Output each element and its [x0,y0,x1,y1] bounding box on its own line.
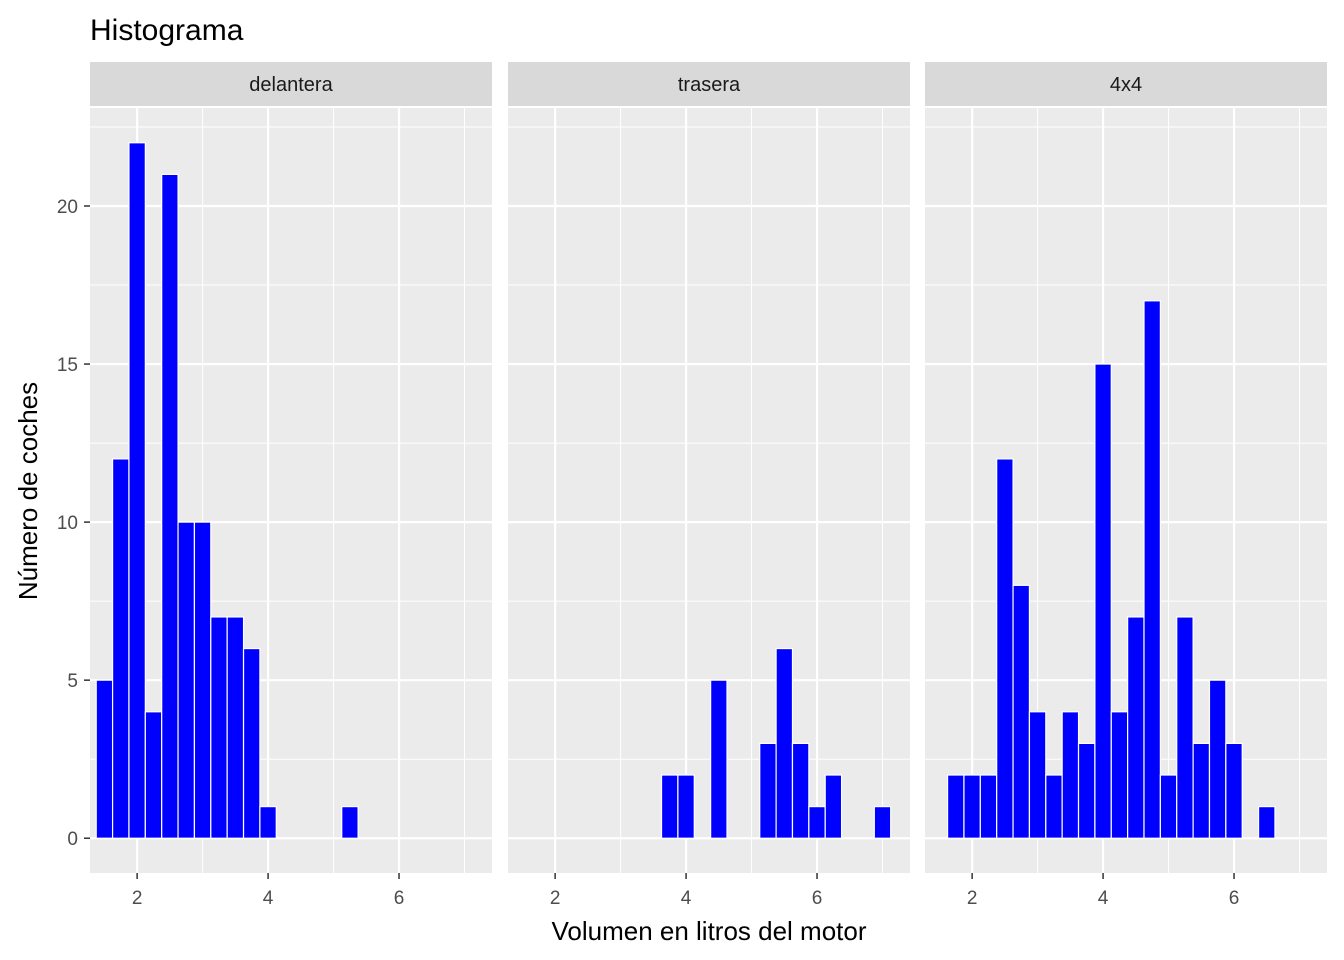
histogram-bar [177,521,196,839]
histogram-bar [1077,742,1096,839]
histogram-bar [1012,584,1031,839]
histogram-bar [996,458,1014,839]
x-tick-label: 4 [1098,888,1109,909]
histogram-bar [808,806,826,839]
histogram-bar [111,458,130,839]
histogram-bar [226,616,245,839]
histogram-bar [791,742,810,839]
histogram-bar [660,774,679,839]
facet-panel-trasera: trasera 2 4 6 [508,62,910,909]
histogram-bar [242,647,261,839]
facet-panel-delantera: delantera 2 4 6 [90,62,492,909]
x-tick-label: 6 [1229,888,1240,909]
y-axis-title: Número de coches [13,382,43,600]
histogram-bar [946,774,965,839]
histogram-bar [1143,300,1161,839]
x-tick-label: 4 [681,888,692,909]
bars [660,647,892,839]
x-tick-label: 2 [550,888,561,909]
histogram-bar [1208,679,1227,839]
histogram-bar [1127,616,1145,839]
histogram-bar [1159,774,1178,839]
histogram-bar [1061,711,1080,839]
histogram-bar [873,806,892,839]
bars [95,142,359,839]
histogram-bar [193,521,212,839]
histogram-bar [210,616,228,839]
histogram-bar [161,173,179,839]
y-axis: 0 5 10 15 20 [57,197,90,850]
histogram-bar [1045,774,1063,839]
facet-strip [90,62,492,106]
histogram-bar [128,142,146,839]
histogram-bar [1110,711,1129,839]
histogram-bar [1094,363,1112,839]
histogram-bar [1192,742,1211,839]
histogram-bar [775,647,794,839]
histogram-bar [1176,616,1194,839]
grid-lines [90,108,492,873]
x-tick-label: 2 [132,888,143,909]
histogram-bar [341,806,359,839]
facet-panel-4x4: 4x4 2 4 6 [925,62,1327,909]
facet-strip [925,62,1327,106]
x-tick-label: 2 [967,888,978,909]
histogram-bar [824,774,843,839]
histogram-bar [979,774,998,839]
grid-lines [925,108,1327,873]
histogram-bar [1028,711,1047,839]
facet-strip-label: 4x4 [1110,74,1142,96]
x-axis-title: Volumen en litros del motor [551,916,866,946]
histogram-bar [1225,742,1243,839]
histogram-bar [1257,806,1276,839]
panel-background [508,108,910,873]
grid-lines [508,108,910,873]
y-tick-label: 20 [57,197,78,218]
bars [946,300,1276,839]
x-tick-label: 6 [812,888,823,909]
facet-strip [508,62,910,106]
x-tick-label: 6 [394,888,405,909]
histogram-bar [759,742,777,839]
facet-strip-label: delantera [249,74,333,96]
y-tick-label: 5 [67,671,78,692]
y-tick-label: 10 [57,513,78,534]
histogram-bar [95,679,114,839]
histogram-bar [963,774,981,839]
y-tick-label: 0 [67,829,78,850]
histogram-bar [144,711,163,839]
y-tick-label: 15 [57,355,78,376]
histogram-bar [677,774,695,839]
histogram-bar [710,679,728,839]
chart-title: Histograma [90,14,244,47]
facet-strip-label: trasera [678,74,741,96]
x-tick-label: 4 [263,888,274,909]
histogram-bar [259,806,277,839]
facet-panels: delantera 2 4 6 trasera 2 4 6 4x4 2 4 6 [90,62,1327,909]
